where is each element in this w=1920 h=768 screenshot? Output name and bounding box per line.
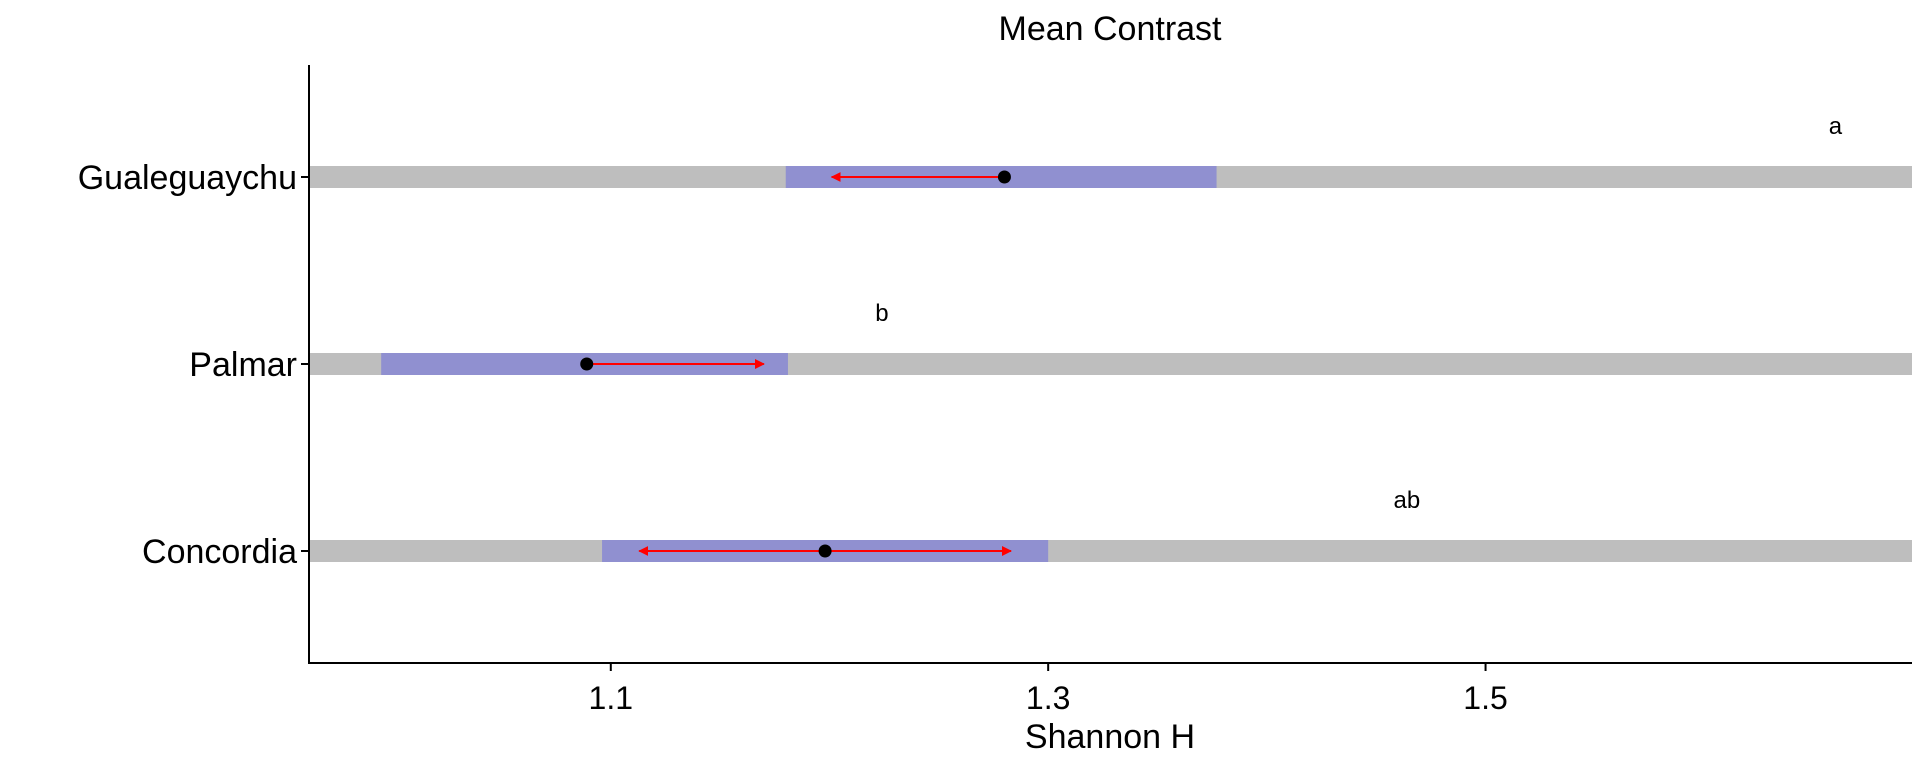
x-axis-title: Shannon H [1025, 718, 1195, 756]
x-axis-ticks: 1.1 1.3 1.5 [589, 663, 1508, 716]
group-letter-concordia: ab [1393, 487, 1420, 514]
background-band-concordia [309, 540, 1912, 562]
group-letter-palmar: b [875, 300, 888, 327]
mean-point-palmar [580, 357, 594, 371]
x-tick-label: 1.1 [589, 680, 633, 716]
category-label-palmar: Palmar [189, 346, 297, 384]
mean-point-concordia [818, 544, 832, 558]
x-tick-label: 1.5 [1463, 680, 1507, 716]
category-label-concordia: Concordia [142, 533, 297, 571]
category-label-gualeguaychu: Gualeguaychu [78, 159, 297, 197]
x-tick-label: 1.3 [1026, 680, 1070, 716]
group-letter-gualeguaychu: a [1829, 113, 1843, 140]
mean-point-gualeguaychu [997, 170, 1011, 184]
chart-title: Mean Contrast [999, 10, 1223, 48]
